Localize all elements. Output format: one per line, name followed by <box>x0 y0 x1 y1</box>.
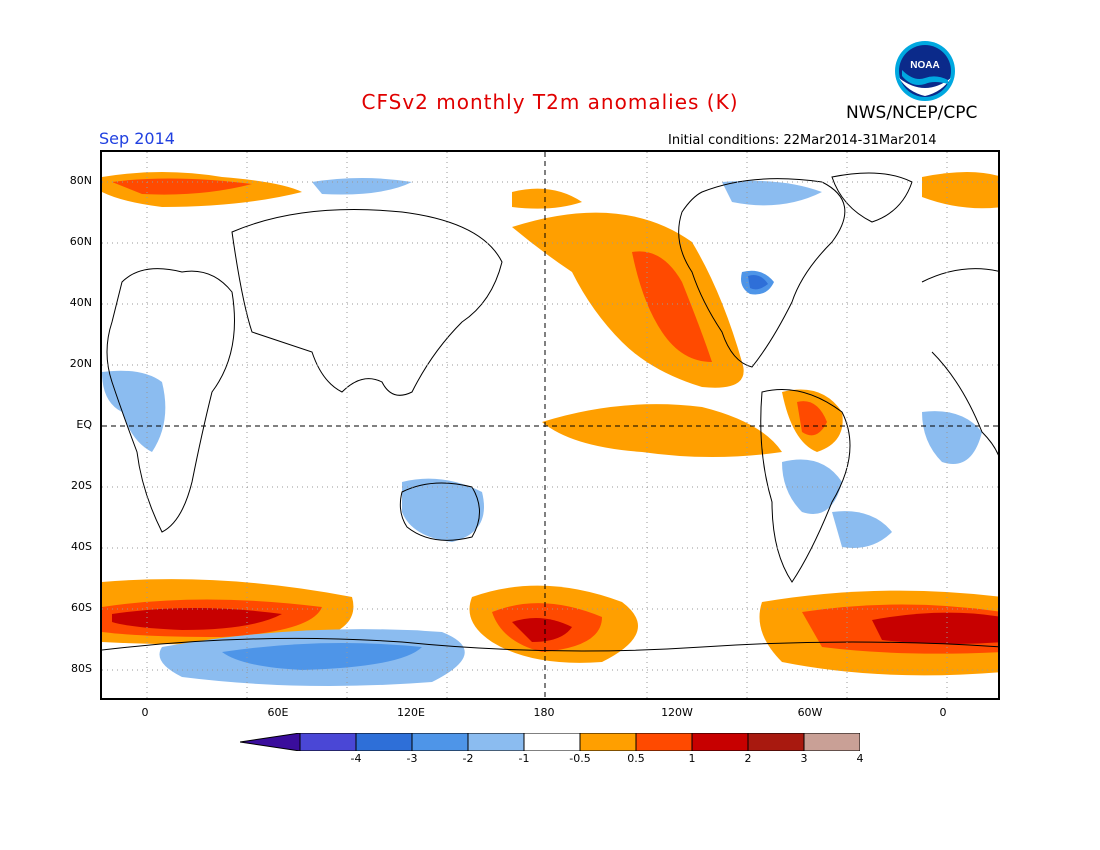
lon-label: 0 <box>939 706 947 719</box>
colorbar <box>239 732 921 752</box>
colorbar-box <box>803 732 861 752</box>
lat-label: 40S <box>71 540 92 553</box>
lat-label: 20S <box>71 479 92 492</box>
noaa-logo: NOAA <box>894 40 956 102</box>
colorbar-box <box>355 732 413 752</box>
colorbar-box <box>747 732 805 752</box>
colorbar-tick-label: 4 <box>856 752 864 765</box>
colorbar-tick-label: -2 <box>462 752 474 765</box>
lat-lon-grid <box>102 152 998 698</box>
colorbar-tick-label: -1 <box>518 752 530 765</box>
lat-label: 60S <box>71 601 92 614</box>
lon-label: 60E <box>267 706 289 719</box>
coastlines <box>102 172 998 652</box>
positive-anomaly-fields <box>102 172 998 676</box>
colorbar-tick-label: 0.5 <box>627 752 645 765</box>
lon-label: 180 <box>533 706 555 719</box>
logo-text: NOAA <box>910 60 939 71</box>
colorbar-tick-label: -3 <box>406 752 418 765</box>
map-title: CFSv2 monthly T2m anomalies (K) <box>361 90 739 114</box>
colorbar-box <box>411 732 469 752</box>
colorbar-box <box>467 732 525 752</box>
colorbar-svg <box>239 732 921 752</box>
colorbar-box <box>299 732 357 752</box>
lon-label: 60W <box>797 706 823 719</box>
lat-label: 80N <box>69 174 92 187</box>
colorbar-left-arrow <box>239 732 301 752</box>
lat-label: 80S <box>71 662 92 675</box>
lat-label: EQ <box>76 418 92 431</box>
lat-label: 60N <box>69 235 92 248</box>
initial-conditions: Initial conditions: 22Mar2014-31Mar2014 <box>668 133 937 148</box>
lat-label: 40N <box>69 296 92 309</box>
anomaly-map <box>100 150 1000 700</box>
lon-label: 120E <box>397 706 425 719</box>
colorbar-tick-label: 2 <box>744 752 752 765</box>
lon-label: 0 <box>141 706 149 719</box>
colorbar-box <box>579 732 637 752</box>
colorbar-box <box>691 732 749 752</box>
colorbar-tick-label: -4 <box>350 752 362 765</box>
equator-dateline <box>102 152 998 698</box>
colorbar-box <box>635 732 693 752</box>
lat-label: 20N <box>69 357 92 370</box>
valid-month: Sep 2014 <box>99 129 175 148</box>
colorbar-tick-label: -0.5 <box>569 752 591 765</box>
lon-label: 120W <box>661 706 693 719</box>
colorbar-box <box>523 732 581 752</box>
agency-label: NWS/NCEP/CPC <box>846 103 978 123</box>
colorbar-tick-label: 1 <box>688 752 696 765</box>
colorbar-tick-label: 3 <box>800 752 808 765</box>
